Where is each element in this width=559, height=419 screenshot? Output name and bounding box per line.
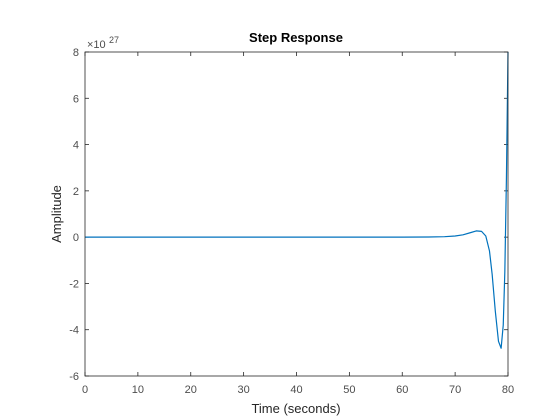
y-tick-label: -2: [69, 278, 79, 290]
x-tick-labels: 0 10 20 30 40 50 60 70 80: [82, 384, 514, 396]
y-tick-label: -6: [69, 371, 79, 383]
y-tick-label: 2: [73, 186, 79, 198]
y-exponent-power: 27: [109, 35, 119, 45]
y-exponent-label: ×10 27: [87, 35, 119, 51]
x-tick-label: 50: [343, 384, 355, 396]
x-tick-label: 60: [396, 384, 408, 396]
x-tick-label: 40: [290, 384, 302, 396]
x-tick-label: 10: [132, 384, 144, 396]
y-tick-label: 4: [73, 140, 79, 152]
x-tick-label: 30: [238, 384, 250, 396]
y-tick-label: 6: [73, 93, 79, 105]
x-tick-label: 0: [82, 384, 88, 396]
plot-box: [84, 51, 509, 377]
series-line: [85, 51, 509, 349]
x-tick-label: 20: [185, 384, 197, 396]
y-tick-label: 0: [73, 232, 79, 244]
x-axis-label: Time (seconds): [251, 401, 340, 416]
chart-title: Step Response: [249, 30, 343, 45]
y-exponent-base: ×10: [87, 39, 106, 51]
x-tick-label: 80: [502, 384, 514, 396]
plot-area: [85, 52, 508, 376]
series-layer: [85, 51, 509, 349]
y-tick-labels: -6 -4 -2 0 2 4 6 8: [69, 47, 79, 383]
y-tick-label: -4: [69, 325, 79, 337]
y-axis-label: Amplitude: [49, 185, 64, 243]
y-tick-label: 8: [73, 47, 79, 59]
x-tick-label: 70: [449, 384, 461, 396]
